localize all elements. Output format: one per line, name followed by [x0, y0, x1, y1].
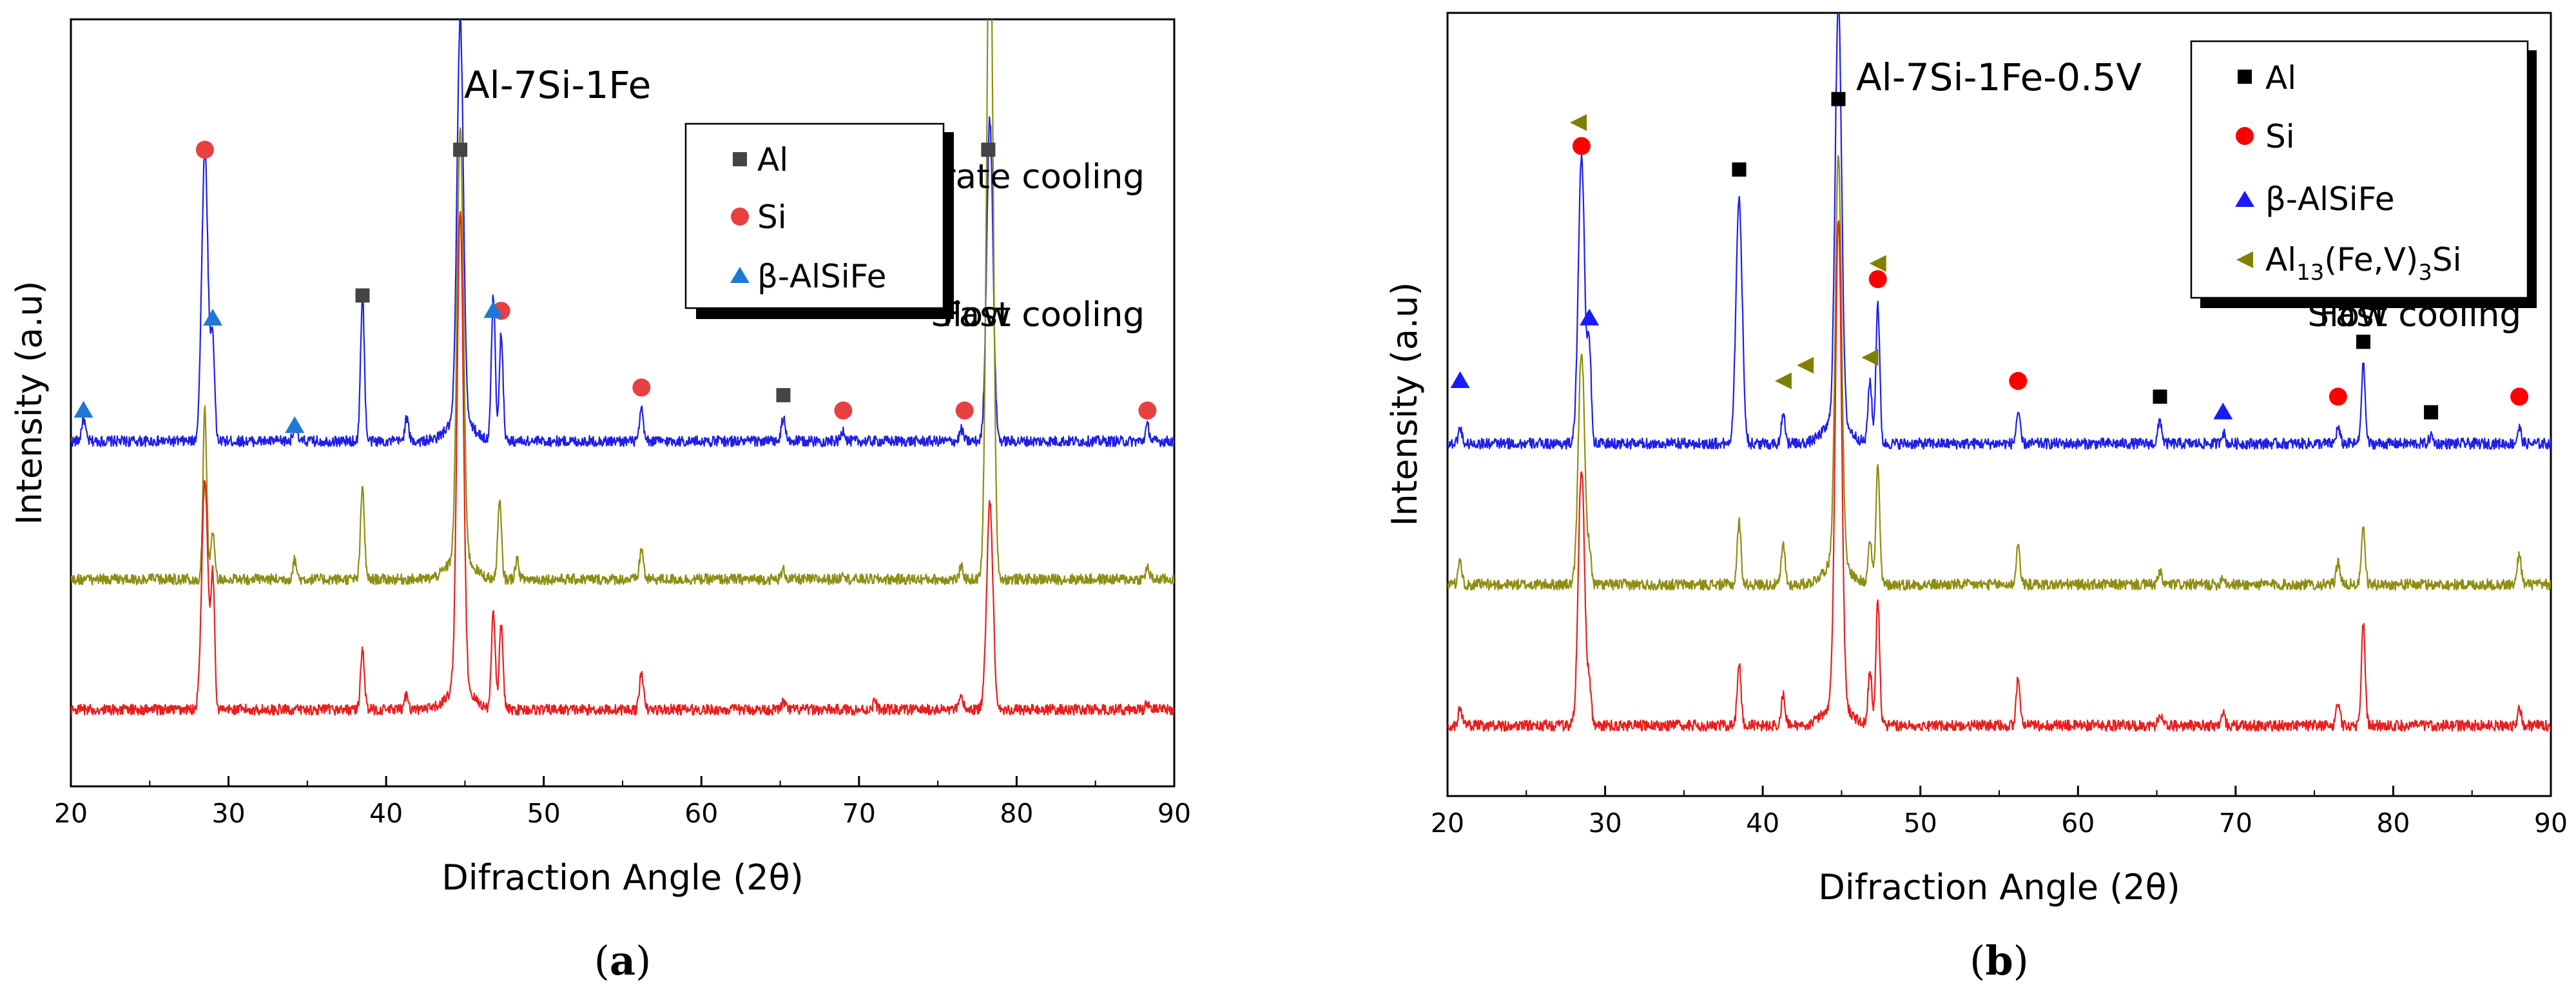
panel-a-legend-beta-alsife-label: β-AlSiFe — [757, 258, 886, 295]
panel-a-marker-si-0 — [195, 141, 214, 159]
panel-a-marker-al-2 — [776, 388, 791, 403]
panel-b-marker-alsife-1 — [1580, 308, 1600, 326]
panel-a-legend-al-label: Al — [757, 141, 788, 179]
panel-a-legend-si-marker — [731, 208, 749, 226]
panel-a-series-fast-cooling — [71, 211, 1174, 716]
panel-a-marker-al-1 — [453, 142, 468, 157]
panel-a-series-layer — [71, 19, 1174, 716]
panel-a-plot-frame — [70, 18, 1176, 788]
panel-b-series-fast-cooling — [1448, 220, 2551, 732]
panel-b-legend-beta-alsife-label: β-AlSiFe — [2265, 180, 2394, 218]
panel-a-marker-si-3 — [834, 401, 853, 420]
panel-b-x-tick-label-50: 50 — [1904, 808, 1937, 839]
panel-b-tick-layer: 20 30 40 50 60 70 80 90 — [1431, 786, 2568, 839]
panel-a-marker-al-3 — [981, 142, 996, 157]
panel-b-marker-al13-fe-v-3si-1 — [1774, 373, 1792, 390]
panel-a-title: Al-7Si-1Fe — [464, 63, 651, 107]
panel-b-marker-al13-fe-v-3si-3 — [1861, 349, 1879, 366]
panel-b-marker-al13-fe-v-3si-0 — [1569, 114, 1587, 131]
panel-b-x-tick-label-30: 30 — [1588, 808, 1622, 839]
panel-b-marker-al-1 — [1831, 92, 1846, 106]
panel-b-legend-al-marker — [2238, 70, 2252, 84]
panel-a-marker-alsife-0 — [73, 400, 93, 418]
panel-b-y-axis-title: Intensity (a.u) — [1384, 282, 1425, 527]
panel-b-marker-al-4 — [2424, 405, 2439, 420]
panel-b-marker-alsife-0 — [1450, 371, 1470, 389]
panel-b-x-tick-label-60: 60 — [2061, 808, 2095, 839]
panel-b-marker-si-4 — [2510, 387, 2529, 406]
panel-b-x-tick-label-90: 90 — [2534, 808, 2568, 839]
panel-a-marker-alsife-1 — [203, 309, 223, 326]
panel-a-x-tick-label-50: 50 — [527, 798, 561, 829]
panel-a-series-moderate-cooling — [71, 19, 1174, 586]
panel-b-marker-al13-fe-v-3si-4 — [1869, 255, 1886, 272]
panel-a-marker-alsife-3 — [483, 301, 503, 318]
panel-b-legend-si-marker — [2236, 127, 2254, 145]
panel-b-series-layer — [1448, 13, 2551, 732]
panel-b-legend-al13-fev3-si-label: Al13(Fe,V)3Si — [2265, 241, 2462, 286]
panel-b-x-tick-label-20: 20 — [1431, 808, 1464, 839]
panel-b-x-tick-label-80: 80 — [2376, 808, 2410, 839]
panel-a-marker-si-5 — [1138, 401, 1157, 420]
panel-a-x-tick-label-40: 40 — [369, 798, 403, 829]
panel-a-curve-label-fast-cooling: Fast cooling — [942, 295, 1145, 335]
panel-a-x-axis-title: Difraction Angle (2θ) — [441, 857, 804, 898]
panel-b-x-axis-title: Difraction Angle (2θ) — [1818, 867, 2180, 908]
panel-b-marker-alsife-2 — [2213, 402, 2233, 420]
panel-a-legend-beta-alsife-marker — [730, 267, 750, 283]
panel-a-x-tick-label-70: 70 — [842, 798, 876, 829]
panel-b-sub-label: (b) — [1970, 937, 2029, 984]
panel-b-marker-al13-fe-v-3si-2 — [1797, 356, 1814, 374]
panel-a-marker-layer — [73, 141, 1157, 433]
panel-b-series-moderate-cooling — [1448, 155, 2551, 591]
panel-b-marker-al-2 — [2153, 389, 2167, 404]
panel-b-legend: Al Si β-AlSiFe Al13(Fe,V)3Si — [2190, 40, 2537, 308]
panel-a-x-tick-label-80: 80 — [1000, 798, 1033, 829]
panel-b-series-slow-cooling — [1448, 13, 2551, 450]
panel-b-x-tick-label-40: 40 — [1746, 808, 1779, 839]
panel-a-marker-al-0 — [355, 288, 370, 303]
panel-a-x-tick-label-20: 20 — [54, 798, 88, 829]
panel-b-title: Al-7Si-1Fe-0.5V — [1856, 55, 2142, 99]
panel-b-marker-si-0 — [1572, 137, 1591, 155]
panel-b-legend-al-label: Al — [2265, 59, 2296, 97]
panel-b-legend-beta-alsife-marker — [2235, 191, 2254, 207]
panel-a-marker-si-2 — [632, 378, 651, 397]
panel-b-marker-al-0 — [1732, 162, 1747, 177]
panel-a-x-tick-label-90: 90 — [1157, 798, 1191, 829]
panel-a-legend-box — [684, 122, 945, 309]
panel-b-x-tick-label-70: 70 — [2219, 808, 2252, 839]
panel-a-tick-layer: 20 30 40 50 60 70 80 90 — [54, 776, 1191, 829]
panel-a-legend: Al Si β-AlSiFe — [684, 122, 954, 319]
panel-b-legend-si-label: Si — [2265, 118, 2295, 155]
panel-b-legend-al13-fev3-si-marker — [2236, 251, 2253, 268]
panel-a-legend-si-label: Si — [757, 199, 787, 236]
panel-b-marker-si-1 — [1868, 270, 1887, 289]
panel-a-marker-si-4 — [955, 401, 974, 420]
panel-a-series-slow-cooling — [71, 19, 1174, 447]
panel-a-curve-label-slow-cooling: Slow cooling — [931, 295, 1145, 335]
panel-a-sub-label: (a) — [594, 937, 652, 984]
panel-b-marker-si-3 — [2329, 387, 2347, 406]
panel-a-x-tick-label-30: 30 — [211, 798, 245, 829]
panel-b-marker-al-3 — [2356, 335, 2370, 349]
panel-a-x-tick-label-60: 60 — [684, 798, 718, 829]
panel-a-marker-alsife-2 — [285, 416, 305, 433]
panel-b-marker-si-2 — [2009, 372, 2028, 390]
panel-a-legend-al-marker — [733, 152, 747, 166]
panel-a-y-axis-title: Intensity (a.u) — [9, 281, 50, 525]
panel-b-marker-layer — [1450, 92, 2529, 420]
